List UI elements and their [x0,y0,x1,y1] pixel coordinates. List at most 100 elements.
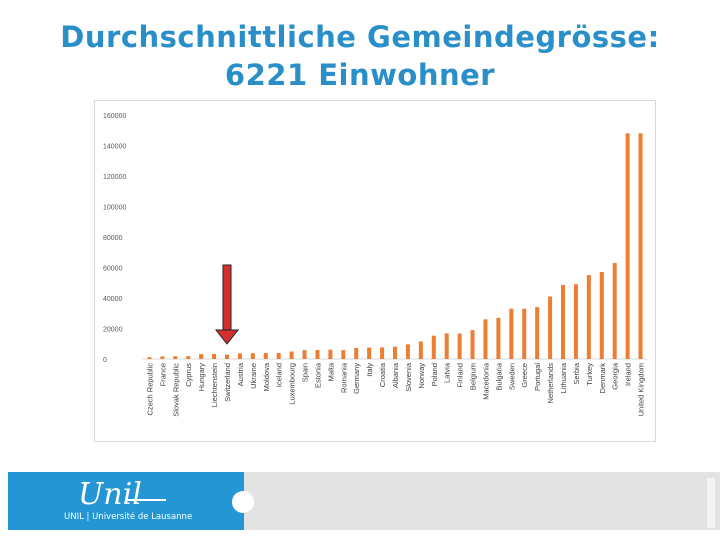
bar [548,296,553,359]
logo-subtitle: UNIL | Université de Lausanne [64,512,193,522]
x-tick-label: Malta [326,362,335,381]
x-tick-label: Iceland [275,363,284,387]
unil-logo: Unil UNIL | Université de Lausanne [8,472,244,530]
bar [302,350,307,359]
logo-dot-icon [232,491,254,513]
y-tick-label: 40000 [103,296,123,303]
x-tick-label: Austria [236,362,245,386]
bar [573,284,578,359]
y-tick-label: 100000 [103,205,126,212]
x-tick-label: Ukraine [249,363,258,389]
x-tick-label: Turkey [585,363,594,386]
bar [444,333,449,359]
bar [483,319,488,359]
x-tick-label: Luxembourg [288,363,297,405]
x-tick-label: France [158,363,167,386]
logo-swoosh [126,499,166,501]
x-tick-label: Romania [339,362,348,393]
y-tick-label: 0 [103,357,107,364]
x-tick-label: Germany [352,363,361,394]
bar [276,352,281,359]
x-tick-label: Czech Republic [145,363,154,416]
bar [225,354,229,359]
x-tick-label: Latvia [443,362,452,383]
bar [418,341,423,359]
bar [186,356,191,359]
x-tick-label: Croatia [378,362,387,387]
bar [263,353,268,359]
bar [431,335,436,359]
x-tick-label: Cyprus [184,363,193,387]
bar [173,356,178,359]
bar [509,308,514,359]
bar [470,330,475,359]
bar [457,333,462,359]
bar [612,262,617,359]
x-tick-label: Sweden [507,363,516,390]
x-tick-label: Finland [456,363,465,388]
y-tick-label: 60000 [103,266,123,273]
title-line-2: 6221 Einwohner [224,58,496,92]
y-tick-label: 20000 [103,327,123,334]
x-tick-label: Bulgaria [494,362,503,390]
x-tick-label: Netherlands [546,363,555,404]
bar [522,308,527,359]
x-tick-label: Portugal [533,363,542,391]
bar [237,353,242,359]
x-tick-label: Belgium [469,363,478,390]
bar [354,348,359,359]
bar [328,349,333,359]
x-tick-label: Hungary [197,363,206,392]
bar-chart: 0 20000 40000 60000 80000 100000 120000 140000 1… [103,113,647,417]
y-tick-label: 140000 [103,144,126,151]
bar [599,272,604,359]
bar [380,347,385,359]
bar [496,317,501,359]
x-tick-label: Denmark [598,363,607,394]
x-tick-label: Spain [301,363,310,382]
bar [341,350,346,359]
highlight-arrow-head [214,329,240,345]
bar [638,133,643,359]
y-tick-label: 120000 [103,174,126,181]
x-tick-label: Macedonia [481,362,490,400]
bar [393,346,397,359]
title-line-1: Durchschnittliche Gemeindegrösse: [60,20,660,54]
x-tick-label: Ireland [624,363,633,386]
chart-frame: 0 20000 40000 60000 80000 100000 120000 140000 1… [94,100,656,442]
x-tick-label: Slovenia [404,362,413,392]
x-tick-label: Norway [417,363,426,389]
bar [586,275,591,359]
bar [535,307,540,359]
x-tick-label: United Kingdom [637,363,646,416]
slide-title: Durchschnittliche Gemeindegrösse: 6221 E… [0,18,720,94]
bar [160,356,165,359]
x-tick-label: Switzerland [223,363,232,402]
x-tick-label: Slovak Republic [171,363,180,417]
x-tick-label: Estonia [313,362,322,388]
x-tick-label: Moldova [262,362,271,391]
bar [315,350,320,359]
x-tick-label: Italy [365,363,374,377]
bar [367,347,372,359]
x-tick-label: Georgia [611,362,620,390]
bar [250,353,255,359]
x-tick-label: Lithuania [559,362,568,393]
y-tick-label: 160000 [103,113,126,120]
x-tick-label: Poland [430,363,439,386]
bar [289,351,294,359]
bar [212,353,217,359]
y-tick-label: 80000 [103,235,123,242]
x-tick-label: Albania [391,362,400,388]
footer-edge [707,478,715,528]
x-tick-label: Greece [520,363,529,388]
bar [405,344,410,359]
highlight-arrow-shaft [222,264,232,331]
bar [199,354,204,359]
x-tick-label: Serbia [572,362,581,385]
bar [561,285,565,359]
logo-wordmark: Unil [78,477,142,512]
bar [147,357,152,359]
bar [625,133,630,359]
x-tick-label: Liechtenstein [210,363,219,407]
